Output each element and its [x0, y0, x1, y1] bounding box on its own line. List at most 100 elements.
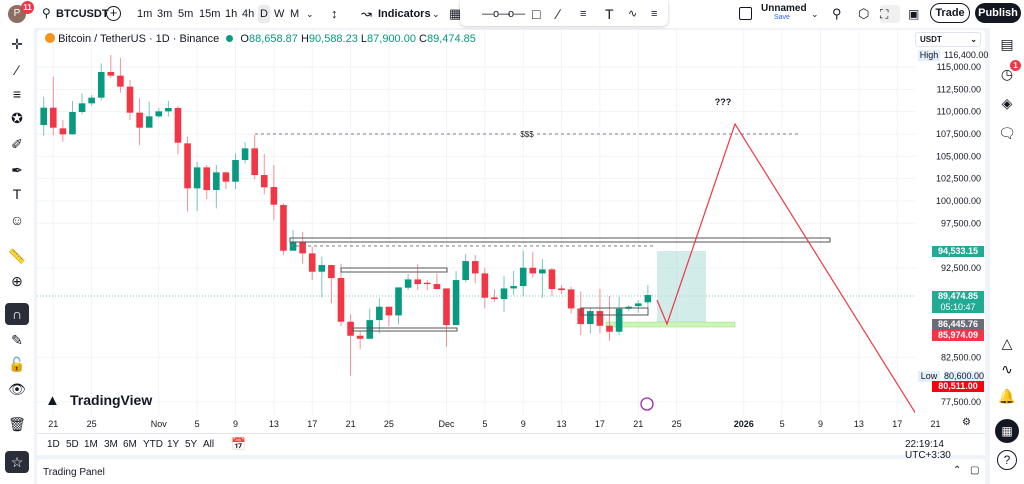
magnet-icon[interactable]: ∩: [5, 303, 29, 325]
range-1y[interactable]: 1Y: [167, 439, 180, 450]
timeframe-1m[interactable]: 1m: [137, 8, 153, 20]
star-icon[interactable]: ☆: [5, 451, 29, 473]
horizontal-line-tool-icon[interactable]: —o—: [482, 8, 511, 20]
axis-settings-icon[interactable]: ⚙: [962, 417, 971, 428]
alarm-clock-icon[interactable]: ◷: [1000, 65, 1014, 82]
timeframe-4h[interactable]: 4h: [242, 8, 255, 20]
range-1m[interactable]: 1M: [84, 439, 98, 450]
trend-line-tool-icon[interactable]: ∕: [557, 6, 560, 22]
time-tick-label: 13: [557, 419, 567, 429]
range-5y[interactable]: 5Y: [185, 439, 198, 450]
add-symbol-icon[interactable]: +: [106, 6, 121, 21]
range-ytd[interactable]: YTD: [143, 439, 163, 450]
currency-selector[interactable]: USDT ⌄: [915, 32, 981, 47]
candle: [222, 171, 230, 190]
price-level-badge: 85,974.09: [932, 330, 984, 341]
collapse-up-icon[interactable]: ⌃: [953, 465, 962, 476]
chat-icon[interactable]: 🗨: [998, 124, 1016, 141]
eye-icon[interactable]: 👁: [8, 380, 26, 397]
indicators-icon[interactable]: ↝: [361, 6, 372, 21]
text-icon[interactable]: T: [12, 186, 22, 202]
candles-icon[interactable]: ↕: [331, 6, 338, 21]
watchlist-icon[interactable]: ▤: [1000, 35, 1014, 52]
broadcast-icon[interactable]: ∿: [1001, 360, 1013, 377]
text-tool-icon[interactable]: T: [605, 6, 614, 22]
timeframe-w[interactable]: W: [274, 8, 285, 20]
settings-icon[interactable]: ⬡: [858, 6, 870, 21]
trading-panel-tab[interactable]: Trading Panel: [43, 467, 105, 478]
svg-text:▲: ▲: [45, 392, 60, 409]
maximize-icon[interactable]: ▢: [970, 465, 980, 476]
trend-line-icon[interactable]: ∕: [15, 62, 19, 78]
lock-icon[interactable]: 🔓: [8, 355, 26, 372]
fib-tool-icon[interactable]: ≡: [651, 8, 658, 20]
chevron-down-icon[interactable]: ⌄: [432, 9, 440, 19]
camera-icon[interactable]: ▣: [908, 7, 920, 21]
high-marker-label: High: [918, 50, 940, 61]
candle-body: [69, 112, 76, 135]
help-icon[interactable]: ?: [997, 450, 1017, 470]
range-all[interactable]: All: [203, 439, 215, 450]
parallel-channel-tool-icon[interactable]: ≡: [580, 8, 587, 20]
quick-search-icon[interactable]: ⚲: [832, 6, 842, 21]
price-chart[interactable]: $$$ ??? ▲ TradingView: [37, 30, 915, 415]
path-tool-icon[interactable]: ∿: [628, 8, 638, 20]
range-6m[interactable]: 6M: [123, 439, 137, 450]
chevron-down-icon[interactable]: ⌄: [306, 9, 314, 19]
last-price-badge: 89,474.85: [932, 291, 984, 302]
range-1d[interactable]: 1D: [47, 439, 60, 450]
timeframe-d[interactable]: D: [258, 5, 270, 23]
search-icon[interactable]: ⚲: [42, 6, 51, 20]
publish-button[interactable]: Publish: [975, 3, 1021, 23]
fib-retracement-icon[interactable]: ≡: [12, 86, 22, 102]
time-tick-label: 21: [346, 419, 356, 429]
indicators-button[interactable]: Indicators: [378, 8, 431, 20]
chevron-down-icon[interactable]: ⌄: [811, 9, 819, 19]
layouts-icon[interactable]: ▦: [449, 6, 462, 21]
pattern-icon[interactable]: ✪: [11, 109, 23, 126]
timeframe-1h[interactable]: 1h: [225, 8, 238, 20]
brush-icon[interactable]: ✐: [11, 135, 23, 152]
ruler-icon[interactable]: 📏: [8, 247, 26, 264]
candle-body: [356, 335, 364, 339]
price-axis[interactable]: 115,000.00 112,500.00 110,000.00 107,500.00…: [915, 30, 985, 415]
save-link[interactable]: Save: [774, 14, 790, 21]
event-icon: [640, 397, 654, 411]
layout-name[interactable]: Unnamed: [761, 3, 807, 14]
ideas-icon[interactable]: △: [1001, 334, 1013, 351]
crosshair-icon[interactable]: ✛: [11, 35, 23, 52]
price-tick-label: 110,000.00: [937, 107, 981, 117]
candle-body: [539, 269, 546, 274]
candle-body: [433, 284, 441, 290]
bell-icon[interactable]: 🔔: [998, 387, 1016, 404]
clock-timezone[interactable]: 22:19:14 UTC+3:30: [905, 439, 951, 461]
price-tick-label: 112,500.00: [937, 84, 981, 94]
candle: [136, 98, 143, 146]
time-axis[interactable]: 21 25 Nov 5 9 13 17 21 25 Dec 5 9 13 17 21 25 2026 5 9 13 17…: [37, 415, 985, 433]
range-5d[interactable]: 5D: [66, 439, 79, 450]
range-3m[interactable]: 3M: [104, 439, 118, 450]
smiley-icon[interactable]: ☺: [9, 212, 25, 228]
close-value: 89,474.85: [426, 33, 476, 45]
layers-icon[interactable]: ◈: [1001, 94, 1013, 111]
symbol-title[interactable]: Bitcoin / TetherUS · 1D · Binance: [58, 33, 220, 45]
lock-drawing-icon[interactable]: ✎: [11, 331, 23, 348]
go-to-date-icon[interactable]: 📅: [231, 437, 246, 451]
symbol-search[interactable]: BTCUSDT: [56, 8, 109, 20]
candle-body: [193, 167, 201, 189]
timeframe-15m[interactable]: 15m: [199, 8, 221, 20]
trash-icon[interactable]: 🗑: [8, 415, 26, 432]
pen-icon[interactable]: ✒: [11, 161, 23, 178]
timeframe-3m[interactable]: 3m: [157, 8, 173, 20]
timeframe-5m[interactable]: 5m: [178, 8, 194, 20]
timeframe-m[interactable]: M: [290, 8, 300, 20]
rectangle-tool-icon[interactable]: □: [532, 6, 541, 22]
layout-checkbox-icon[interactable]: [739, 7, 752, 20]
apps-grid-icon[interactable]: ▦: [995, 419, 1019, 443]
horizontal-ray-tool-icon[interactable]: o—: [508, 8, 526, 20]
zoom-in-icon[interactable]: ⊕: [11, 272, 23, 289]
trade-button[interactable]: Trade: [930, 3, 970, 23]
fullscreen-icon[interactable]: ⛶: [880, 5, 900, 23]
candle-body: [232, 160, 239, 182]
candle-body: [203, 167, 211, 191]
